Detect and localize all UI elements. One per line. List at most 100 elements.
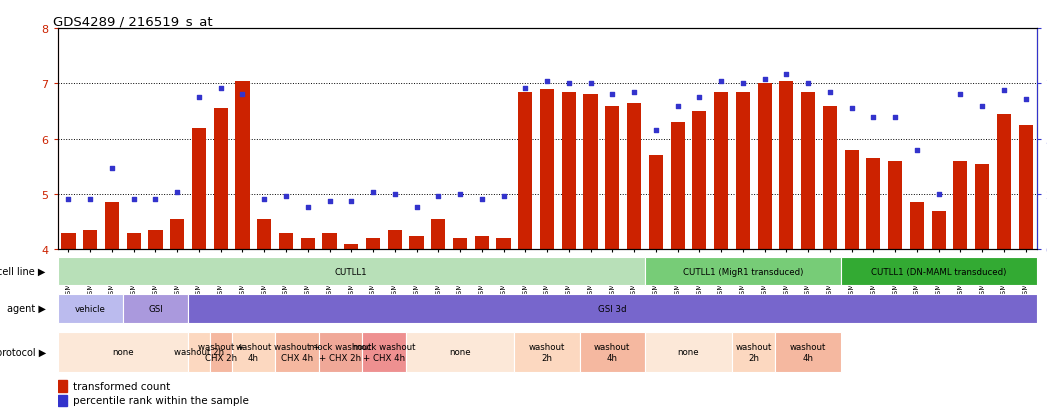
- Bar: [279, 233, 293, 250]
- Bar: [231, 332, 275, 372]
- Text: transformed count: transformed count: [73, 381, 171, 391]
- Bar: [275, 332, 318, 372]
- Point: [647, 127, 664, 134]
- Bar: [58, 257, 645, 286]
- Text: protocol ▶: protocol ▶: [0, 347, 46, 357]
- Text: GSI: GSI: [148, 304, 163, 313]
- Text: none: none: [677, 348, 699, 356]
- Bar: [845, 150, 859, 250]
- Point: [931, 191, 948, 198]
- Text: CUTLL1: CUTLL1: [335, 267, 367, 276]
- Bar: [518, 93, 532, 250]
- Point: [169, 189, 185, 196]
- Point: [60, 196, 76, 202]
- Point: [147, 196, 164, 202]
- Bar: [645, 257, 841, 286]
- Point: [364, 189, 381, 196]
- Text: none: none: [112, 348, 134, 356]
- Bar: [188, 332, 209, 372]
- Point: [800, 81, 817, 88]
- Bar: [58, 380, 67, 392]
- Point: [996, 88, 1012, 94]
- Bar: [627, 104, 641, 250]
- Bar: [188, 294, 1037, 323]
- Bar: [888, 161, 903, 250]
- Point: [887, 114, 904, 121]
- Bar: [453, 239, 467, 250]
- Point: [191, 94, 207, 101]
- Bar: [322, 233, 336, 250]
- Text: GDS4289 / 216519_s_at: GDS4289 / 216519_s_at: [52, 15, 213, 28]
- Bar: [583, 95, 598, 250]
- Bar: [736, 93, 750, 250]
- Bar: [605, 106, 620, 250]
- Bar: [127, 233, 140, 250]
- Bar: [776, 332, 841, 372]
- Text: mock washout
+ CHX 4h: mock washout + CHX 4h: [353, 342, 416, 362]
- Bar: [562, 93, 576, 250]
- Point: [451, 191, 468, 198]
- Bar: [670, 123, 685, 250]
- Point: [539, 78, 556, 85]
- Text: washout +
CHX 2h: washout + CHX 2h: [198, 342, 244, 362]
- Text: CUTLL1 (DN-MAML transduced): CUTLL1 (DN-MAML transduced): [871, 267, 1006, 276]
- Point: [386, 191, 403, 198]
- Bar: [1019, 126, 1032, 250]
- Bar: [954, 161, 967, 250]
- Point: [213, 85, 229, 92]
- Text: washout
4h: washout 4h: [236, 342, 271, 362]
- Bar: [714, 93, 728, 250]
- Point: [1018, 96, 1034, 103]
- Text: washout
4h: washout 4h: [594, 342, 630, 362]
- Bar: [779, 81, 794, 250]
- Bar: [58, 395, 67, 406]
- Bar: [580, 332, 645, 372]
- Bar: [122, 294, 188, 323]
- Bar: [514, 332, 580, 372]
- Bar: [758, 84, 772, 250]
- Point: [255, 196, 272, 202]
- Text: washout
2h: washout 2h: [736, 342, 772, 362]
- Bar: [692, 112, 707, 250]
- Text: GSI 3d: GSI 3d: [598, 304, 626, 313]
- Bar: [932, 211, 945, 250]
- Bar: [409, 236, 424, 250]
- Bar: [801, 93, 816, 250]
- Bar: [866, 159, 881, 250]
- Bar: [300, 239, 315, 250]
- Point: [104, 165, 120, 171]
- Point: [299, 204, 316, 211]
- Text: none: none: [449, 348, 471, 356]
- Point: [495, 194, 512, 200]
- Bar: [62, 233, 75, 250]
- Point: [713, 78, 730, 85]
- Point: [582, 81, 599, 88]
- Point: [822, 90, 839, 96]
- Point: [865, 114, 882, 121]
- Bar: [474, 236, 489, 250]
- Point: [604, 92, 621, 98]
- Point: [909, 147, 926, 154]
- Point: [843, 105, 860, 112]
- Point: [735, 81, 752, 88]
- Bar: [192, 128, 206, 250]
- Point: [408, 204, 425, 211]
- Bar: [149, 230, 162, 250]
- Point: [235, 92, 251, 98]
- Bar: [496, 239, 511, 250]
- Bar: [823, 106, 837, 250]
- Point: [473, 196, 490, 202]
- Bar: [649, 156, 663, 250]
- Bar: [105, 203, 119, 250]
- Point: [778, 72, 795, 78]
- Bar: [841, 257, 1037, 286]
- Point: [952, 92, 968, 98]
- Bar: [910, 203, 923, 250]
- Bar: [209, 332, 231, 372]
- Point: [517, 85, 534, 92]
- Text: washout +
CHX 4h: washout + CHX 4h: [273, 342, 320, 362]
- Text: cell line ▶: cell line ▶: [0, 266, 46, 277]
- Point: [691, 94, 708, 101]
- Bar: [318, 332, 362, 372]
- Point: [560, 81, 577, 88]
